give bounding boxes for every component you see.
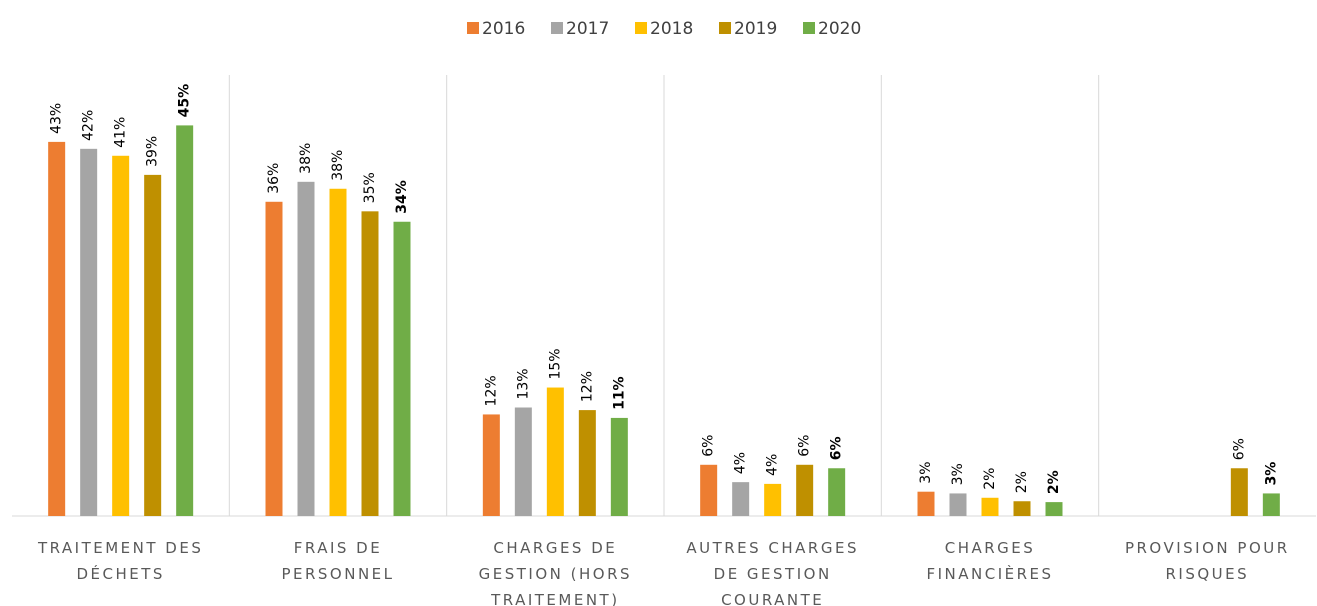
x-tick-label: FINANCIÈRES xyxy=(926,564,1053,583)
value-label: 6% xyxy=(1231,438,1247,460)
value-label: 12% xyxy=(483,375,499,406)
bar xyxy=(917,491,935,516)
x-tick-label: AUTRES CHARGES xyxy=(686,539,859,557)
x-tick-label: RISQUES xyxy=(1166,565,1250,583)
bar xyxy=(393,221,411,517)
x-tick-label: TRAITEMENT) xyxy=(490,591,619,606)
bar xyxy=(981,497,999,516)
bar xyxy=(265,201,283,516)
legend-swatch xyxy=(719,22,731,34)
x-tick-label: PROVISION POUR xyxy=(1125,539,1290,557)
bar xyxy=(610,417,628,516)
value-label: 3% xyxy=(1263,462,1279,486)
bar xyxy=(514,407,532,516)
bar xyxy=(361,211,379,516)
legend-text: 2020 xyxy=(818,19,861,39)
bar xyxy=(112,155,130,516)
bar xyxy=(176,125,194,517)
x-tick-label: DÉCHETS xyxy=(76,564,164,583)
bar xyxy=(482,414,500,516)
value-label: 45% xyxy=(177,84,193,118)
bar xyxy=(949,493,967,516)
bar xyxy=(700,464,718,516)
bar xyxy=(546,387,564,516)
value-label: 3% xyxy=(918,461,934,483)
value-label: 43% xyxy=(49,103,65,134)
bar xyxy=(1230,468,1248,516)
value-label: 3% xyxy=(950,463,966,485)
x-tick-label: FRAIS DE xyxy=(294,539,382,557)
value-label: 38% xyxy=(298,143,314,174)
bar xyxy=(1262,493,1280,516)
value-label: 6% xyxy=(701,435,717,457)
value-label: 41% xyxy=(113,117,129,148)
value-label: 15% xyxy=(547,348,563,379)
value-label: 4% xyxy=(733,452,749,474)
legend-swatch xyxy=(803,22,815,34)
bar xyxy=(297,181,315,516)
bar xyxy=(578,410,596,516)
legend-text: 2016 xyxy=(482,19,525,39)
value-label: 6% xyxy=(829,436,845,460)
value-label: 34% xyxy=(394,180,410,214)
bar xyxy=(48,141,66,516)
value-label: 38% xyxy=(330,150,346,181)
value-label: 42% xyxy=(81,110,97,141)
bar xyxy=(1045,502,1063,516)
value-label: 2% xyxy=(1046,470,1062,494)
legend-swatch xyxy=(635,22,647,34)
bar xyxy=(764,483,782,516)
x-tick-label: PERSONNEL xyxy=(281,565,394,583)
legend-text: 2017 xyxy=(566,19,609,39)
legend-text: 2018 xyxy=(650,19,693,39)
bar xyxy=(1013,501,1031,516)
x-tick-label: CHARGES xyxy=(945,539,1036,557)
x-tick-label: CHARGES DE xyxy=(493,539,617,557)
legend-text: 2019 xyxy=(734,19,777,39)
value-label: 39% xyxy=(145,136,161,167)
x-tick-label: GESTION (HORS xyxy=(479,565,632,583)
value-label: 4% xyxy=(765,454,781,476)
bar xyxy=(796,464,814,516)
value-label: 11% xyxy=(611,376,627,410)
value-label: 12% xyxy=(579,371,595,402)
value-label: 36% xyxy=(266,163,282,194)
x-tick-label: TRAITEMENT DES xyxy=(37,539,203,557)
bar xyxy=(329,188,347,516)
legend-swatch xyxy=(467,22,479,34)
legend-swatch xyxy=(551,22,563,34)
x-tick-label: DE GESTION xyxy=(714,565,832,583)
x-tick-label: COURANTE xyxy=(721,591,824,606)
value-label: 2% xyxy=(1014,471,1030,493)
value-label: 35% xyxy=(362,172,378,203)
value-label: 2% xyxy=(982,468,998,490)
bar xyxy=(732,482,750,516)
bar xyxy=(80,148,98,516)
value-label: 13% xyxy=(515,368,531,399)
value-label: 6% xyxy=(797,435,813,457)
bar xyxy=(828,468,846,516)
bar xyxy=(144,174,162,516)
